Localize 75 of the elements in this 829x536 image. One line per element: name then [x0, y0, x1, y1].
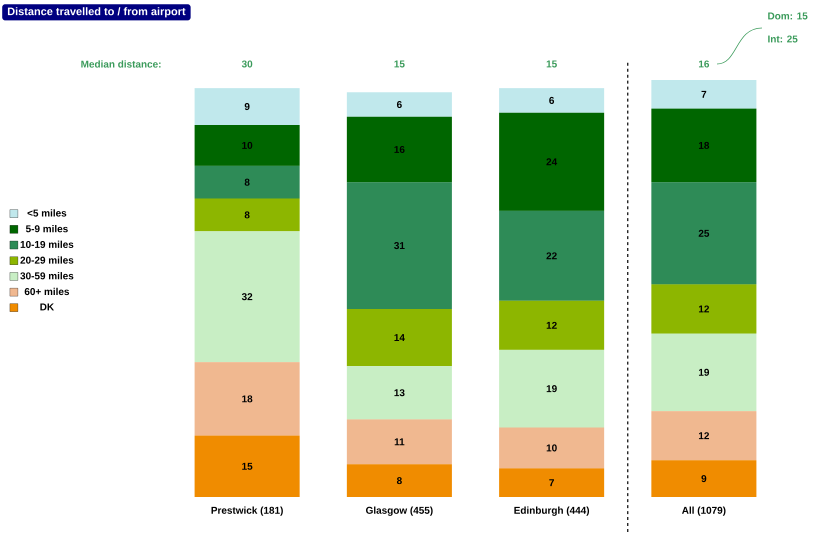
data-label: 7 [702, 90, 706, 98]
data-label: 12 [546, 322, 557, 329]
text: Median distance: [81, 60, 161, 68]
bar [499, 350, 604, 428]
legend-label: 60+ miles [24, 288, 70, 296]
bar [499, 428, 604, 468]
bar [651, 80, 756, 109]
data-label: 13 [394, 389, 405, 396]
text: Int: 25 [768, 35, 798, 43]
bar [194, 231, 300, 362]
bar [194, 166, 300, 199]
data-label: 18 [242, 395, 252, 402]
legend-label: 20-29 miles [20, 256, 74, 264]
chart-title: Distance travelled to / from airport [8, 7, 186, 18]
data-label: 31 [394, 242, 405, 250]
text: 30 [242, 60, 252, 68]
x-tick-label: Edinburgh (444) [514, 506, 590, 516]
data-label: 15 [242, 462, 252, 470]
data-label: 10 [546, 444, 557, 452]
x-tick-label: Glasgow (455) [366, 506, 433, 516]
data-label: 8 [244, 211, 250, 218]
data-label: 22 [546, 252, 557, 260]
data-label: 14 [394, 334, 405, 341]
legend-label: 30-59 miles [20, 272, 74, 280]
data-label: 25 [698, 230, 710, 237]
bar [499, 210, 604, 301]
text: 15 [546, 60, 557, 68]
x-tick-label: All (1079) [682, 506, 726, 516]
data-label: 8 [244, 178, 250, 186]
bar [499, 88, 604, 113]
data-label: 24 [546, 158, 558, 166]
text: 16 [698, 60, 710, 68]
bar [194, 362, 300, 436]
data-label: 32 [242, 293, 252, 300]
bar [346, 419, 452, 464]
bar [346, 182, 452, 309]
bar [194, 124, 300, 166]
legend-label: DK [40, 303, 54, 310]
bar [499, 300, 604, 350]
text: Dom: 15 [768, 12, 808, 20]
data-label: 12 [698, 432, 710, 440]
bar [194, 198, 300, 232]
data-label: 11 [394, 438, 404, 446]
data-label: 6 [549, 96, 554, 104]
bar [499, 468, 604, 497]
x-tick-label: Prestwick (181) [212, 506, 283, 516]
bar [346, 308, 452, 366]
bar [499, 112, 604, 211]
bar [194, 88, 300, 125]
bar [194, 436, 300, 497]
data-label: 9 [244, 103, 250, 110]
data-label: 6 [396, 101, 402, 108]
bar [651, 108, 756, 182]
text: 15 [394, 60, 405, 68]
data-label: 16 [394, 146, 405, 154]
bar [651, 182, 756, 284]
data-label: 18 [698, 142, 710, 149]
legend-label: 10-19 miles [20, 240, 74, 248]
legend-label: <5 miles [28, 209, 66, 217]
bar [651, 460, 756, 497]
bar [651, 333, 756, 412]
data-label: 12 [698, 305, 710, 312]
bar [651, 411, 756, 460]
data-label: 19 [698, 368, 710, 376]
data-label: 19 [546, 385, 557, 392]
bar [346, 464, 452, 497]
bar [346, 92, 452, 117]
legend-label: 5-9 miles [26, 224, 68, 232]
data-label: 8 [396, 477, 402, 484]
data-label: 9 [701, 475, 706, 482]
bar [346, 366, 452, 420]
bar [651, 284, 756, 334]
data-label: 7 [549, 479, 554, 486]
bar [346, 116, 452, 182]
data-label: 10 [242, 142, 252, 149]
